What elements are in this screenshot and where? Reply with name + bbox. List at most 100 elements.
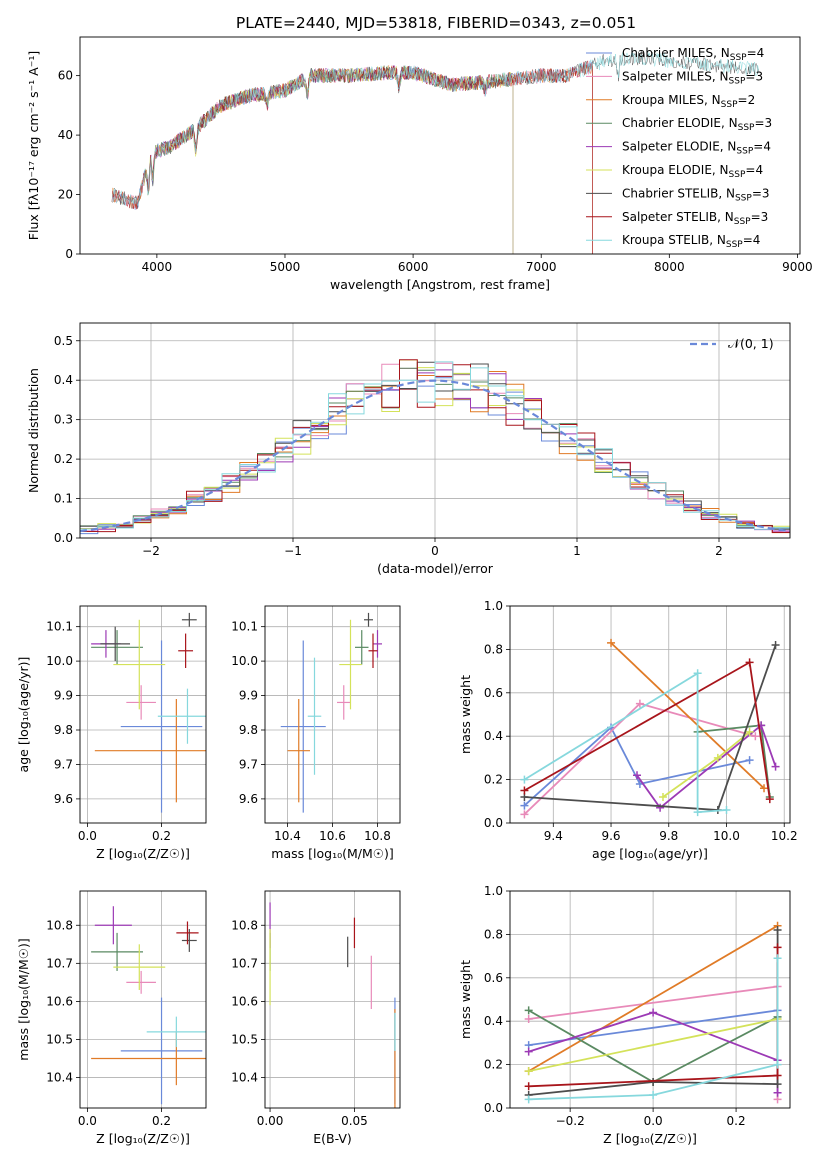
weight-marker bbox=[524, 1095, 533, 1104]
y-tick-label: 0.4 bbox=[484, 729, 503, 743]
x-axis-label: (data-model)/error bbox=[377, 561, 494, 576]
legend-entry: Salpeter STELIB, NSSP=3 bbox=[622, 210, 768, 227]
x-tick-label: 0.0 bbox=[78, 829, 97, 843]
spectrum-series-line bbox=[143, 64, 514, 254]
x-tick-label: 9.8 bbox=[659, 829, 678, 843]
legend-entry: Kroupa STELIB, NSSP=4 bbox=[622, 233, 760, 250]
y-axis-label: mass weight bbox=[458, 675, 473, 754]
legend-entry: Kroupa ELODIE, NSSP=4 bbox=[622, 163, 763, 180]
mass-vs-ebv-panel: 0.00 0.05 10.4 10.5 10.6 10.7 10.8 E(B-V) bbox=[231, 890, 401, 1146]
errorbar-point bbox=[178, 633, 194, 668]
x-tick-label: −1 bbox=[284, 544, 302, 558]
y-tick-label: 10.8 bbox=[231, 918, 258, 932]
y-tick-label: 0.0 bbox=[54, 531, 73, 545]
x-tick-label: 8000 bbox=[654, 260, 685, 274]
errorbar-points bbox=[91, 906, 206, 1105]
legend-entry: Chabrier MILES, NSSP=4 bbox=[622, 46, 764, 63]
errorbar-point bbox=[364, 612, 373, 627]
weight-series bbox=[520, 699, 760, 819]
errorbar-point bbox=[120, 997, 203, 1105]
x-tick-label: 0.0 bbox=[644, 1114, 663, 1128]
y-tick-label: 0.4 bbox=[484, 1014, 503, 1028]
legend-entry-name: Chabrier STELIB, N bbox=[622, 186, 735, 200]
legend-entry: Chabrier STELIB, NSSP=3 bbox=[622, 186, 770, 203]
x-axis-label: E(B-V) bbox=[313, 1131, 352, 1146]
weight-marker bbox=[649, 1008, 658, 1017]
weight-marker bbox=[773, 1088, 782, 1097]
legend-entry-suffix: =4 bbox=[745, 163, 763, 177]
weight-marker bbox=[520, 801, 529, 810]
x-tick-label: 10.4 bbox=[274, 829, 301, 843]
weight-marker bbox=[713, 753, 722, 762]
age-vs-mass-panel: 10.4 10.6 10.8 9.6 9.7 9.8 9.9 10.0 10.1 mass [lo… bbox=[231, 605, 401, 861]
y-tick-label: 10.4 bbox=[231, 1071, 258, 1085]
legend-entry-suffix: =2 bbox=[738, 93, 756, 107]
errorbar-point bbox=[120, 640, 203, 813]
x-axis-label: age [log₁₀(age/yr)] bbox=[592, 846, 708, 861]
legend-entry-sub: SSP bbox=[730, 53, 747, 63]
y-tick-label: 9.7 bbox=[239, 757, 258, 771]
x-axis-label: Z [log₁₀(Z/Z☉)] bbox=[603, 1131, 697, 1146]
y-tick-label: 40 bbox=[58, 128, 73, 142]
spectrum-series-line bbox=[111, 60, 593, 254]
y-axis-label: Normed distribution bbox=[26, 368, 41, 493]
errorbar-point bbox=[339, 619, 362, 710]
weight-marker bbox=[773, 926, 782, 935]
x-tick-label: 1 bbox=[573, 544, 581, 558]
x-tick-label: 0.05 bbox=[341, 1114, 368, 1128]
y-tick-label: 20 bbox=[58, 188, 73, 202]
weight-marker bbox=[745, 658, 754, 667]
spectrum-series-line bbox=[143, 66, 514, 254]
y-tick-label: 60 bbox=[58, 69, 73, 83]
x-tick-label: 9.6 bbox=[601, 829, 620, 843]
weight-marker bbox=[693, 669, 702, 678]
weight-series-line bbox=[528, 958, 779, 1101]
errorbar-point bbox=[113, 944, 166, 990]
errorbar-point bbox=[100, 626, 131, 662]
axes-frame bbox=[509, 890, 791, 1109]
legend-entry-name: Salpeter MILES, N bbox=[622, 69, 729, 83]
weight-series bbox=[520, 669, 731, 817]
axes-frame bbox=[79, 36, 801, 255]
legend-entry-name: Kroupa STELIB, N bbox=[622, 233, 726, 247]
y-tick-label: 9.9 bbox=[239, 689, 258, 703]
legend-entry-suffix: =4 bbox=[743, 233, 761, 247]
legend-entry: Chabrier ELODIE, NSSP=3 bbox=[622, 116, 772, 133]
y-tick-label: 10.7 bbox=[231, 956, 258, 970]
legend-entry-sub: SSP bbox=[721, 100, 738, 110]
y-tick-label: 0.3 bbox=[54, 413, 73, 427]
legend-entry-name: Kroupa ELODIE, N bbox=[622, 163, 729, 177]
x-tick-label: 9000 bbox=[782, 260, 813, 274]
weight-marker bbox=[745, 756, 754, 765]
legend-entry-sub: SSP bbox=[736, 147, 753, 157]
weight-marker bbox=[773, 1080, 782, 1089]
errorbar-point bbox=[91, 932, 143, 971]
legend-entry-suffix: =3 bbox=[751, 210, 769, 224]
y-tick-label: 0.6 bbox=[484, 686, 503, 700]
legend-entry-sub: SSP bbox=[726, 240, 743, 250]
x-tick-label: 10.6 bbox=[319, 829, 346, 843]
weight-marker bbox=[693, 808, 702, 817]
errorbar-point bbox=[91, 630, 143, 665]
x-tick-label: 0.00 bbox=[257, 1114, 284, 1128]
weight-series bbox=[633, 721, 780, 812]
weight-series bbox=[520, 658, 774, 804]
x-tick-label: 0.2 bbox=[727, 1114, 746, 1128]
x-axis-label: Z [log₁₀(Z/Z☉)] bbox=[96, 1131, 190, 1146]
y-tick-label: 10.5 bbox=[46, 1032, 73, 1046]
x-axis-label: Z [log₁₀(Z/Z☉)] bbox=[96, 846, 190, 861]
weight-series-line bbox=[523, 726, 750, 807]
y-tick-label: 10.1 bbox=[231, 620, 258, 634]
y-tick-label: 9.6 bbox=[239, 792, 258, 806]
spectrum-lines bbox=[111, 50, 759, 254]
y-axis-label: age [log₁₀(age/yr)] bbox=[16, 657, 31, 773]
errorbar-point bbox=[113, 619, 166, 710]
y-axis-label: mass weight bbox=[458, 960, 473, 1039]
x-tick-label: 0.2 bbox=[152, 1114, 171, 1128]
y-tick-label: 0.0 bbox=[484, 816, 503, 830]
errorbar-point bbox=[176, 921, 199, 945]
spectrum-series-line bbox=[143, 65, 514, 254]
legend-entry-sub: SSP bbox=[729, 170, 746, 180]
